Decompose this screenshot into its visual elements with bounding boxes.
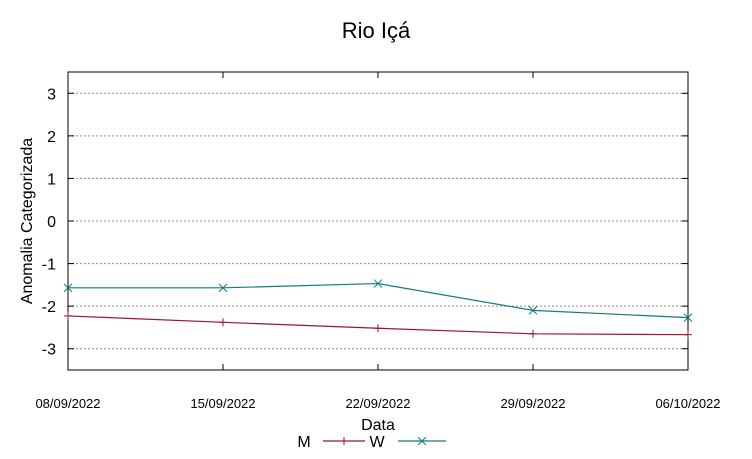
data-point-m <box>529 329 537 338</box>
data-point-m <box>219 318 227 327</box>
axis-ticks <box>67 72 689 370</box>
y-tick-label: 3 <box>47 86 56 103</box>
grid-lines <box>68 92 688 350</box>
y-tick-label: -1 <box>42 257 56 274</box>
series-line-w <box>68 282 689 319</box>
data-point-w <box>218 283 228 293</box>
series-m <box>64 311 692 339</box>
chart-title: Rio Içá <box>342 18 411 43</box>
x-axis-label: Data <box>361 417 395 434</box>
series-layer <box>63 279 693 339</box>
data-point-m <box>684 330 692 339</box>
legend-label: M <box>297 434 310 451</box>
data-point-m <box>64 311 72 320</box>
x-tick-label: 29/09/2022 <box>500 396 565 411</box>
y-tick-label: 0 <box>47 214 56 231</box>
legend-item-w: W <box>369 434 446 451</box>
x-tick-label: 15/09/2022 <box>190 396 255 411</box>
y-tick-label: 1 <box>47 171 56 188</box>
series-w <box>63 279 693 322</box>
y-tick-label: -3 <box>42 342 56 359</box>
legend-item-m: M <box>297 434 365 451</box>
y-axis-label: Anomalia Categorizada <box>19 138 36 304</box>
data-point-m <box>374 324 382 333</box>
x-tick-label: 22/09/2022 <box>345 396 410 411</box>
data-point-w <box>528 306 538 315</box>
y-tick-label: 2 <box>47 129 56 146</box>
x-tick-labels: 08/09/2022 15/09/2022 22/09/2022 29/09/2022… <box>35 396 720 411</box>
legend-marker <box>340 437 348 445</box>
y-tick-label: -2 <box>42 299 56 316</box>
data-point-w <box>63 283 73 293</box>
data-point-w <box>373 279 383 288</box>
x-tick-label: 08/09/2022 <box>35 396 100 411</box>
x-tick-label: 06/10/2022 <box>655 396 720 411</box>
legend-label: W <box>369 434 385 451</box>
legend-marker <box>417 436 427 446</box>
y-tick-labels: 3 2 1 0 -1 -2 -3 <box>42 86 56 358</box>
data-point-w <box>683 313 693 322</box>
